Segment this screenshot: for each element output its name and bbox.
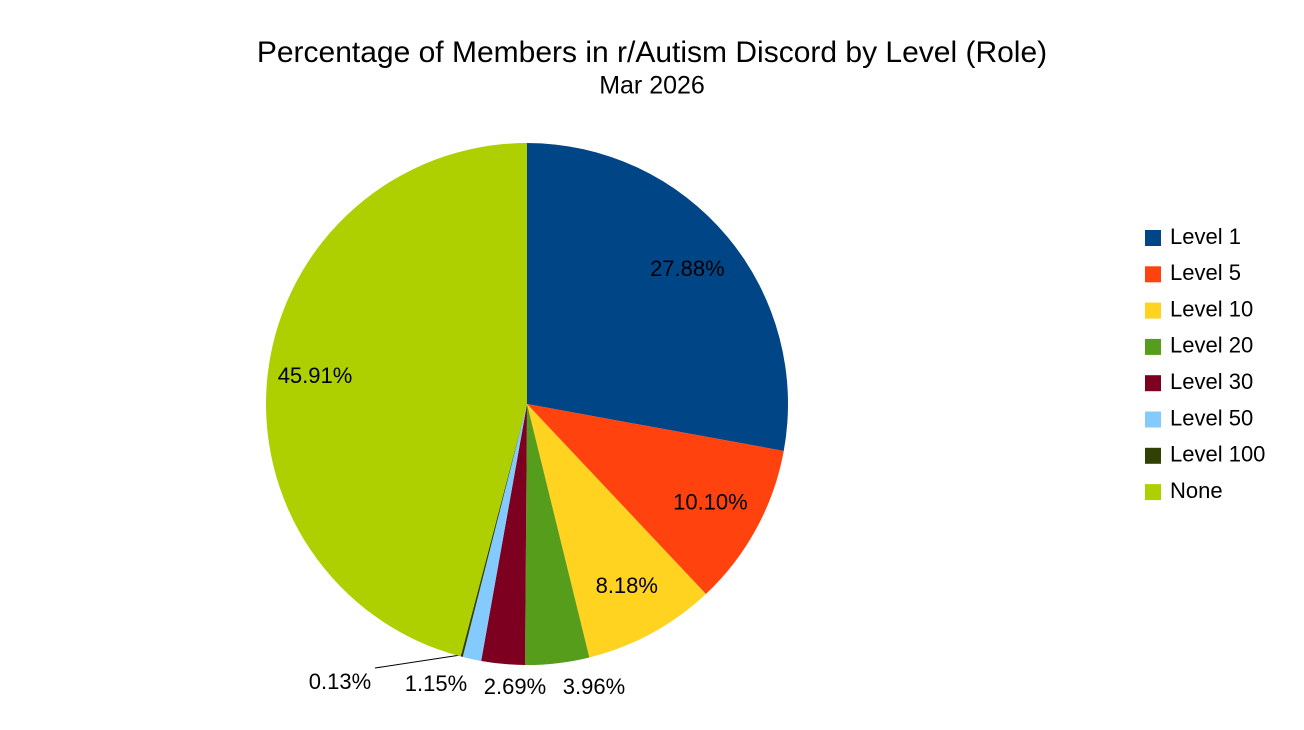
legend-text: None xyxy=(1170,478,1223,503)
legend-swatch xyxy=(1145,447,1161,464)
leader-line xyxy=(374,654,463,669)
legend-text: Level 5 xyxy=(1170,260,1241,285)
value-label: 0.13% xyxy=(309,669,371,694)
chart-subtitle: Mar 2026 xyxy=(599,72,705,100)
value-label: 10.10% xyxy=(673,490,748,515)
pie-slice xyxy=(481,404,527,665)
legend-text: Level 20 xyxy=(1170,333,1253,358)
pie-slice xyxy=(527,143,788,451)
chart-title: Percentage of Members in r/Autism Discor… xyxy=(257,36,1047,69)
legend-swatch xyxy=(1145,411,1161,428)
value-label: 8.18% xyxy=(596,573,658,598)
legend-swatch xyxy=(1145,230,1161,246)
legend-swatch xyxy=(1145,375,1161,392)
pie-slice xyxy=(527,404,784,595)
pie-slice xyxy=(527,404,706,658)
value-label: 2.69% xyxy=(484,674,546,699)
legend-swatch xyxy=(1145,484,1161,501)
pie-slice xyxy=(265,143,527,657)
pie-slice xyxy=(460,404,527,657)
value-label: 45.91% xyxy=(278,363,353,388)
legend-text: Level 50 xyxy=(1170,405,1253,430)
value-label: 27.88% xyxy=(650,256,725,281)
legend-swatch xyxy=(1145,266,1161,283)
legend-swatch xyxy=(1145,338,1161,355)
legend-text: Level 10 xyxy=(1170,296,1253,321)
legend-text: Level 100 xyxy=(1170,442,1265,467)
pie-slice xyxy=(462,404,527,661)
legend-swatch xyxy=(1145,302,1161,319)
pie-slice xyxy=(525,404,590,665)
value-label: 3.96% xyxy=(563,674,625,699)
legend-text: Level 30 xyxy=(1170,369,1253,394)
legend-text: Level 1 xyxy=(1170,224,1241,249)
value-label: 1.15% xyxy=(405,671,467,696)
